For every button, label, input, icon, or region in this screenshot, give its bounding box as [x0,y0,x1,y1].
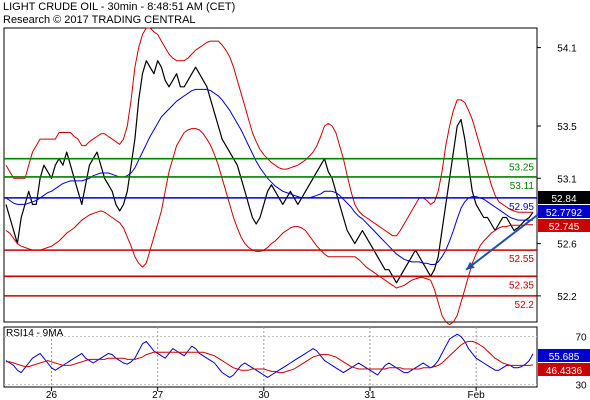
main-plot-frame [3,27,538,323]
main-y-tick-label: 52.2 [557,292,577,303]
bollinger-lower-series [5,128,533,326]
moving-average-series [5,88,533,265]
level-label: 53.11 [510,181,535,192]
x-tick-label: 31 [364,390,376,400]
rsi-plot-frame [3,326,538,388]
rsi-y-tick-label: 70 [575,333,587,344]
main-y-tick-label: 54.1 [557,44,577,55]
last-value-tag-band [538,219,590,232]
forecast-arrow-head [466,261,475,270]
rsi-y-tick-label: 30 [575,381,587,392]
last-value-label: 52.745 [549,222,580,233]
forecast-arrow-shaft [465,211,542,271]
main-y-tick-label: 53.5 [557,122,577,133]
rsi-last-value-tag-rsi [538,349,590,362]
bollinger-upper-series [5,27,533,237]
chart-title: LIGHT CRUDE OIL - 30min - 8:48:51 AM (CE… [3,1,236,13]
main-y-tick-label: 53.1 [557,174,577,185]
chart-copyright: Research © 2017 TRADING CENTRAL [3,14,196,26]
price-series [5,60,534,284]
rsi-last-value-label: 46.4336 [546,366,583,377]
x-tick-label: Feb [468,390,486,400]
level-label: 52.95 [509,202,534,213]
last-value-tag-ma [538,205,590,218]
last-value-label: 52.84 [551,194,576,205]
rsi-panel-title: RSI14 - 9MA [6,328,64,339]
rsi-ma-series [6,340,534,374]
level-label: 53.25 [509,163,534,174]
level-label: 52.35 [509,280,534,291]
last-value-tag-price [538,191,590,204]
rsi-last-value-tag-rsi_ma [538,363,590,376]
x-tick-label: 26 [46,390,58,400]
x-tick-label: 30 [258,390,270,400]
x-tick-label: 27 [152,390,164,400]
rsi-series [5,333,534,378]
main-y-tick-label: 52.6 [557,240,577,251]
rsi-last-value-label: 55.685 [549,352,580,363]
level-label: 52.55 [509,254,534,265]
last-value-label: 52.7792 [546,208,583,219]
level-label: 52.2 [515,300,535,311]
